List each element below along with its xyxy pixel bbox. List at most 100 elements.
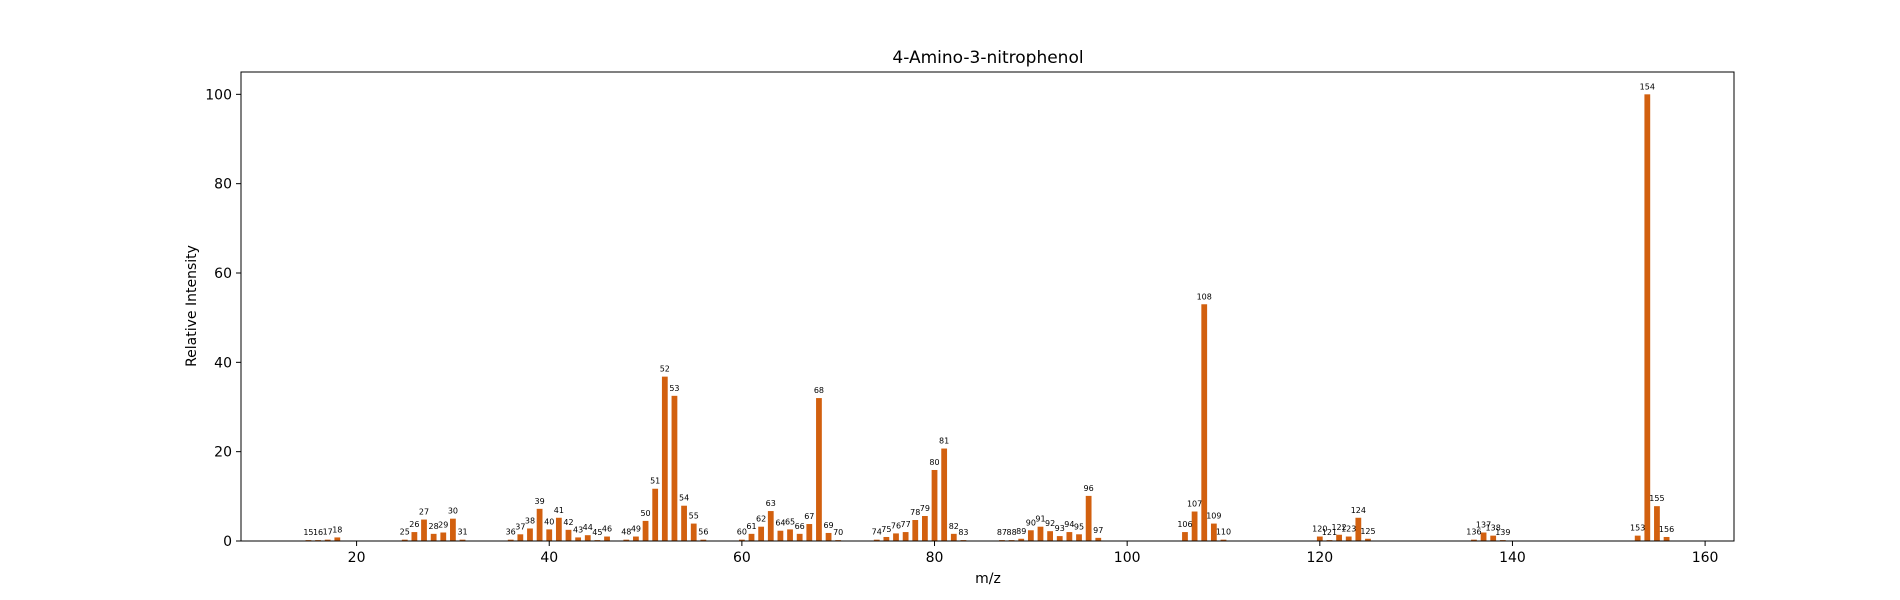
bar-label-mz-40: 40 xyxy=(544,517,554,526)
bar-mz-28 xyxy=(430,533,437,541)
y-tick-label: 100 xyxy=(205,87,232,103)
bar-label-mz-139: 139 xyxy=(1495,528,1510,537)
bar-mz-156 xyxy=(1663,536,1670,541)
bar-mz-48 xyxy=(623,539,630,541)
bar-label-mz-68: 68 xyxy=(814,386,824,395)
bar-mz-90 xyxy=(1027,530,1034,541)
bar-mz-122 xyxy=(1336,534,1342,541)
bar-mz-110 xyxy=(1220,539,1227,541)
bar-label-mz-62: 62 xyxy=(756,515,766,524)
bar-mz-153 xyxy=(1634,535,1641,541)
x-tick-label: 140 xyxy=(1499,550,1526,566)
bar-label-mz-60: 60 xyxy=(737,528,747,537)
bar-label-mz-52: 52 xyxy=(660,365,670,374)
bar-label-mz-95: 95 xyxy=(1074,522,1084,531)
bar-mz-80 xyxy=(931,469,938,541)
bar-label-mz-123: 123 xyxy=(1341,525,1356,534)
bar-label-mz-51: 51 xyxy=(650,477,660,486)
bar-label-mz-41: 41 xyxy=(554,506,564,515)
bar-mz-65 xyxy=(787,529,793,541)
bar-mz-25 xyxy=(401,539,408,541)
x-tick-label: 20 xyxy=(348,550,366,566)
bar-label-mz-87: 87 xyxy=(997,528,1007,537)
bar-mz-40 xyxy=(546,529,553,541)
bar-label-mz-46: 46 xyxy=(602,525,612,534)
bar-mz-41 xyxy=(555,517,562,541)
bar-mz-120 xyxy=(1316,536,1323,541)
bar-mz-108 xyxy=(1201,304,1208,541)
bar-mz-44 xyxy=(584,535,591,541)
bar-label-mz-107: 107 xyxy=(1187,500,1202,509)
x-tick-label: 80 xyxy=(926,550,944,566)
bar-mz-18 xyxy=(334,537,341,541)
bar-label-mz-67: 67 xyxy=(804,512,814,521)
x-tick-label: 60 xyxy=(733,550,751,566)
bar-mz-109 xyxy=(1210,523,1217,541)
bar-mz-82 xyxy=(950,533,957,541)
bar-label-mz-106: 106 xyxy=(1177,520,1192,529)
bar-label-mz-121: 121 xyxy=(1322,528,1337,537)
bar-label-mz-82: 82 xyxy=(949,522,959,531)
bar-label-mz-69: 69 xyxy=(823,521,833,530)
bar-mz-63 xyxy=(767,511,774,541)
y-tick-label: 20 xyxy=(214,445,232,461)
bar-mz-27 xyxy=(421,519,427,541)
bar-label-mz-53: 53 xyxy=(669,384,679,393)
y-axis-title: Relative Intensity xyxy=(184,245,200,367)
bar-label-mz-109: 109 xyxy=(1206,512,1221,521)
bar-label-mz-44: 44 xyxy=(583,523,593,532)
x-axis: 20 40 60 80 100 120 140 160 xyxy=(348,541,1719,566)
bar-label-mz-39: 39 xyxy=(535,497,545,506)
bar-mz-155 xyxy=(1654,506,1660,541)
bar-mz-94 xyxy=(1066,532,1073,541)
bar-label-mz-26: 26 xyxy=(409,520,419,529)
bar-label-mz-54: 54 xyxy=(679,494,689,503)
bar-mz-26 xyxy=(411,532,418,541)
bar-mz-89 xyxy=(1018,538,1025,541)
bar-label-mz-125: 125 xyxy=(1360,527,1375,536)
bar-label-mz-153: 153 xyxy=(1630,524,1645,533)
bar-mz-95 xyxy=(1076,534,1082,541)
bar-mz-36 xyxy=(507,539,514,541)
bar-label-mz-50: 50 xyxy=(640,509,650,518)
bar-label-mz-18: 18 xyxy=(332,525,342,534)
x-tick-label: 120 xyxy=(1306,550,1333,566)
bar-label-mz-124: 124 xyxy=(1351,506,1366,515)
bar-label-mz-94: 94 xyxy=(1064,520,1074,529)
bar-mz-124 xyxy=(1355,517,1362,541)
bar-label-mz-156: 156 xyxy=(1659,525,1674,534)
bar-label-mz-138: 138 xyxy=(1486,524,1501,533)
bar-label-mz-155: 155 xyxy=(1649,494,1664,503)
bar-mz-61 xyxy=(748,533,755,541)
bar-label-mz-70: 70 xyxy=(833,528,843,537)
bar-label-mz-108: 108 xyxy=(1197,292,1212,301)
bar-label-mz-36: 36 xyxy=(506,528,516,537)
bar-mz-69 xyxy=(825,532,832,541)
bar-label-mz-38: 38 xyxy=(525,516,535,525)
bar-label-mz-88: 88 xyxy=(1006,528,1016,537)
bar-label-mz-81: 81 xyxy=(939,437,949,446)
bar-mz-78 xyxy=(912,520,919,541)
bar-mz-50 xyxy=(642,520,649,541)
bar-mz-107 xyxy=(1191,511,1198,541)
bar-mz-30 xyxy=(450,518,456,541)
bar-mz-66 xyxy=(796,533,803,541)
x-tick-label: 160 xyxy=(1692,550,1719,566)
bar-mz-54 xyxy=(681,505,687,541)
y-tick-label: 0 xyxy=(223,534,232,550)
bar-mz-91 xyxy=(1037,526,1044,541)
bar-mz-37 xyxy=(517,534,524,541)
bar-label-mz-28: 28 xyxy=(429,522,439,531)
bar-mz-17 xyxy=(324,539,331,541)
bar-label-mz-79: 79 xyxy=(920,504,930,513)
bar-mz-92 xyxy=(1047,531,1053,541)
bar-mz-39 xyxy=(536,508,543,541)
bar-label-mz-77: 77 xyxy=(901,520,911,529)
bar-label-mz-136: 136 xyxy=(1466,528,1481,537)
bar-label-mz-31: 31 xyxy=(457,528,467,537)
bar-label-mz-90: 90 xyxy=(1026,518,1036,527)
bar-label-mz-45: 45 xyxy=(592,528,602,537)
y-tick-label: 60 xyxy=(214,266,232,282)
